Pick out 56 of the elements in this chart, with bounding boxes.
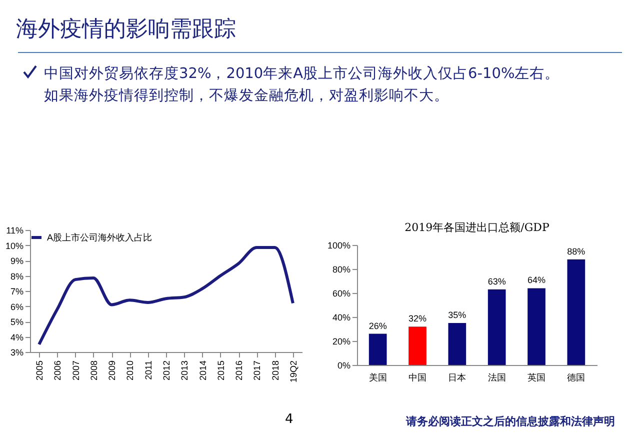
line-series <box>38 246 294 346</box>
data-label: 88% <box>567 246 586 256</box>
y-tick-label: 100% <box>327 240 350 250</box>
bar <box>408 326 426 365</box>
data-label: 63% <box>488 276 506 286</box>
x-tick-label: 2007 <box>70 360 81 381</box>
data-label: 64% <box>527 275 546 286</box>
text: A股上市公司海外收入占比 <box>47 232 152 242</box>
x-tick-label: 美国 <box>368 372 387 382</box>
x-tick-label: 2013 <box>180 360 190 381</box>
x-tick-label: 2010 <box>125 360 136 381</box>
y-tick-label: 0% <box>337 360 350 370</box>
x-tick-label: 德国 <box>567 372 586 382</box>
x-tick-label: 2017 <box>252 360 262 381</box>
x-tick-label: 2008 <box>88 360 99 381</box>
text: 请务必阅读正文之后的信息披露和法律声明 <box>406 414 615 429</box>
y-tick-label: 5% <box>10 317 24 327</box>
bar <box>368 334 387 365</box>
x-tick-label: 2015 <box>216 360 226 381</box>
x-tick-label: 英国 <box>528 372 546 382</box>
y-tick-label: 20% <box>332 336 350 346</box>
y-tick-label: 4% <box>10 332 24 342</box>
y-tick-label: 8% <box>10 271 24 282</box>
text: 如果海外疫情得到控制，不爆发金融危机，对盈利影响不大。 <box>44 87 450 106</box>
x-tick-label: 2009 <box>107 360 118 381</box>
data-label: 26% <box>368 320 387 331</box>
y-tick-label: 80% <box>332 264 350 274</box>
x-tick-label: 19Q2 <box>288 360 298 383</box>
text: 海外疫情的影响需跟踪 <box>16 16 236 44</box>
data-label: 35% <box>448 310 466 320</box>
y-tick-label: 11% <box>6 226 24 236</box>
x-tick-label: 日本 <box>448 372 466 382</box>
bar <box>567 259 586 365</box>
x-tick-label: 2016 <box>234 360 244 381</box>
x-tick-label: 法国 <box>488 372 506 382</box>
data-label: 32% <box>408 314 427 324</box>
chart-title: 2019年各国进出口总额/GDP <box>404 221 550 234</box>
y-tick-label: 7% <box>10 286 24 296</box>
y-tick-label: 3% <box>10 348 24 358</box>
text: 中国对外贸易依存度32%，2010年来A股上市公司海外收入仅占6-10%左右。 <box>44 64 560 84</box>
y-tick-label: 10% <box>5 240 24 251</box>
x-tick-label: 2006 <box>52 360 63 381</box>
x-tick-label: 中国 <box>408 372 426 382</box>
y-tick-label: 40% <box>332 312 350 322</box>
x-tick-label: 2014 <box>198 360 208 381</box>
y-tick-label: 9% <box>10 256 24 266</box>
x-tick-label: 2018 <box>270 360 280 381</box>
x-tick-label: 2005 <box>34 360 45 381</box>
text: 4 <box>285 412 294 427</box>
x-tick-label: 2011 <box>143 360 154 380</box>
bar <box>448 323 466 365</box>
bar <box>528 288 546 365</box>
bar <box>488 289 506 365</box>
y-tick-label: 60% <box>332 288 350 298</box>
y-tick-label: 6% <box>10 302 24 312</box>
x-tick-label: 2012 <box>162 360 172 381</box>
